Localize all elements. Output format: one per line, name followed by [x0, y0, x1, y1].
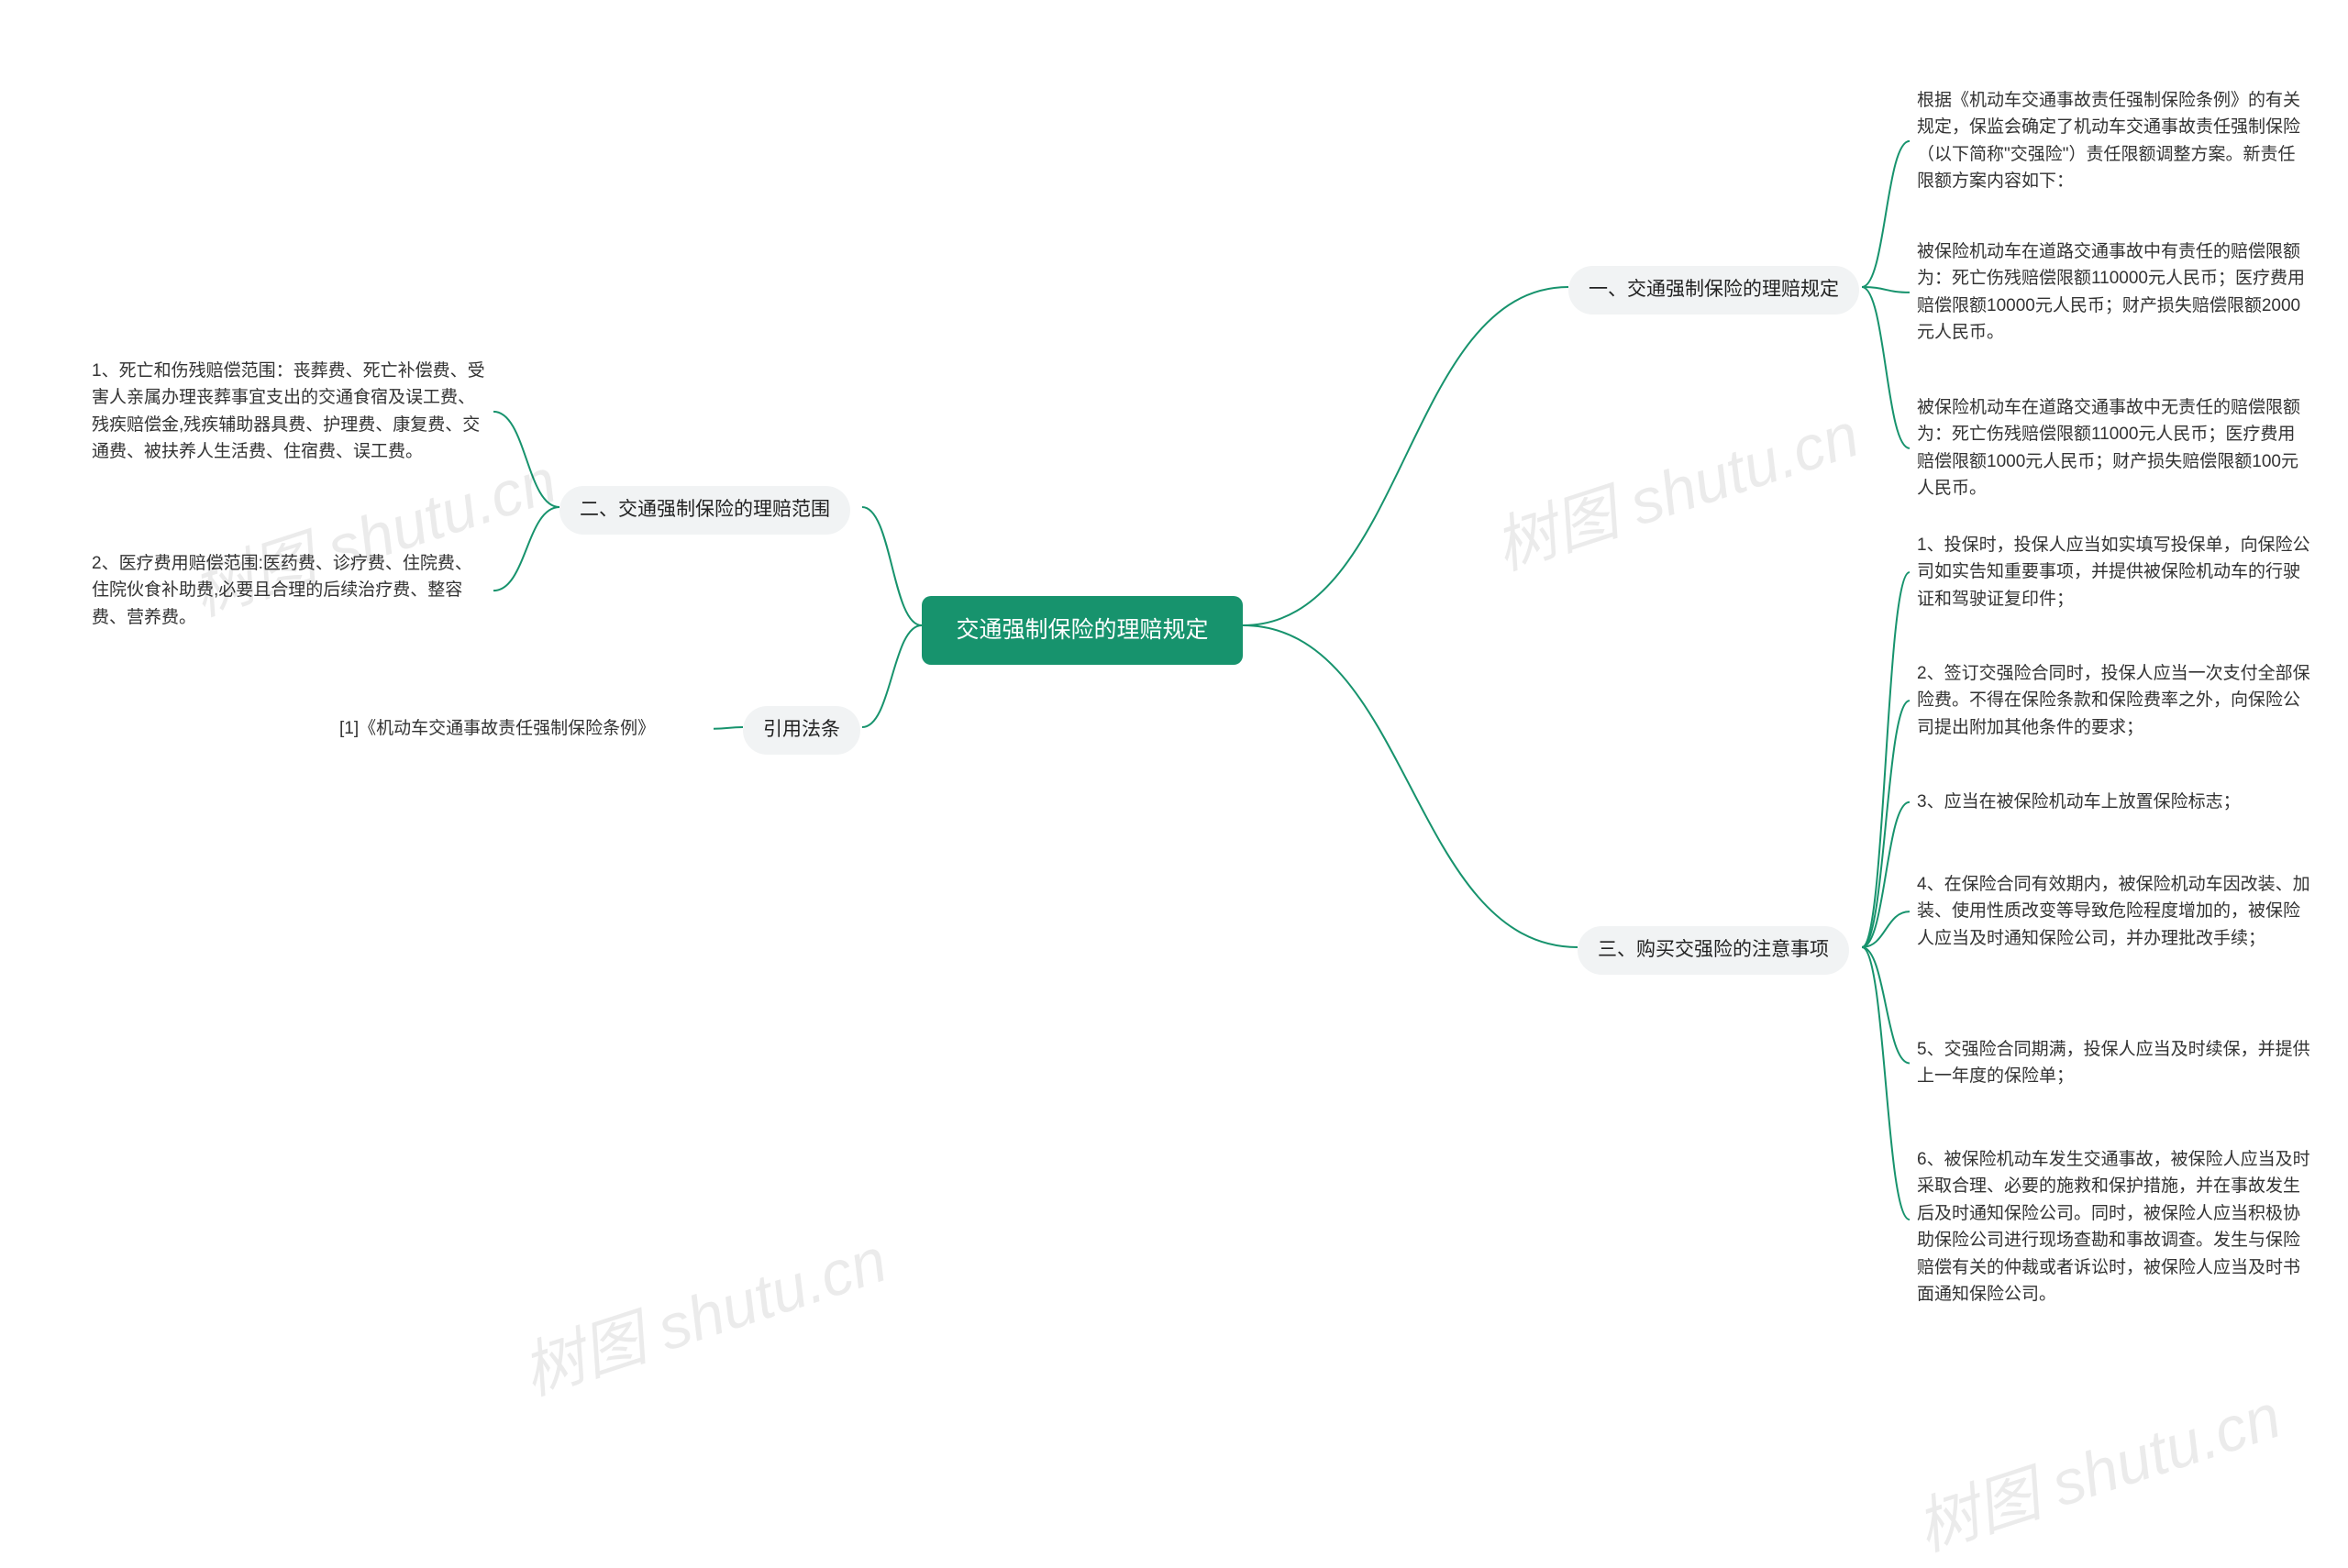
leaf-node: 2、医疗费用赔偿范围:医药费、诊疗费、住院费、住院伙食补助费,必要且合理的后续治… [92, 550, 486, 631]
leaf-node: 5、交强险合同期满，投保人应当及时续保，并提供上一年度的保险单； [1917, 1036, 2311, 1090]
leaf-node: 根据《机动车交通事故责任强制保险条例》的有关规定，保监会确定了机动车交通事故责任… [1917, 87, 2311, 195]
leaf-node: 6、被保险机动车发生交通事故，被保险人应当及时采取合理、必要的施救和保护措施，并… [1917, 1146, 2311, 1309]
leaf-node: 1、投保时，投保人应当如实填写投保单，向保险公司如实告知重要事项，并提供被保险机… [1917, 532, 2311, 613]
leaf-node: 4、在保险合同有效期内，被保险机动车因改装、加装、使用性质改变等导致危险程度增加… [1917, 871, 2311, 952]
mindmap-canvas: 树图 shutu.cn树图 shutu.cn树图 shutu.cn树图 shut… [0, 0, 2348, 1455]
leaf-node: 2、签订交强险合同时，投保人应当一次支付全部保险费。不得在保险条款和保险费率之外… [1917, 660, 2311, 741]
leaf-node: 1、死亡和伤残赔偿范围：丧葬费、死亡补偿费、受害人亲属办理丧葬事宜支出的交通食宿… [92, 358, 486, 466]
root-node[interactable]: 交通强制保险的理赔规定 [922, 596, 1243, 665]
leaf-node: [1]《机动车交通事故责任强制保险条例》 [339, 715, 655, 742]
branch-node[interactable]: 三、购买交强险的注意事项 [1578, 926, 1849, 975]
leaf-node: 被保险机动车在道路交通事故中无责任的赔偿限额为：死亡伤残赔偿限额11000元人民… [1917, 394, 2311, 502]
leaf-node: 被保险机动车在道路交通事故中有责任的赔偿限额为：死亡伤残赔偿限额110000元人… [1917, 238, 2311, 347]
branch-node[interactable]: 一、交通强制保险的理赔规定 [1568, 266, 1859, 315]
watermark: 树图 shutu.cn [1903, 1365, 2290, 1568]
watermark: 树图 shutu.cn [509, 1209, 896, 1412]
watermark: 树图 shutu.cn [1481, 384, 1868, 587]
branch-node[interactable]: 引用法条 [743, 706, 860, 755]
leaf-node: 3、应当在被保险机动车上放置保险标志； [1917, 789, 2241, 815]
branch-node[interactable]: 二、交通强制保险的理赔范围 [559, 486, 850, 535]
